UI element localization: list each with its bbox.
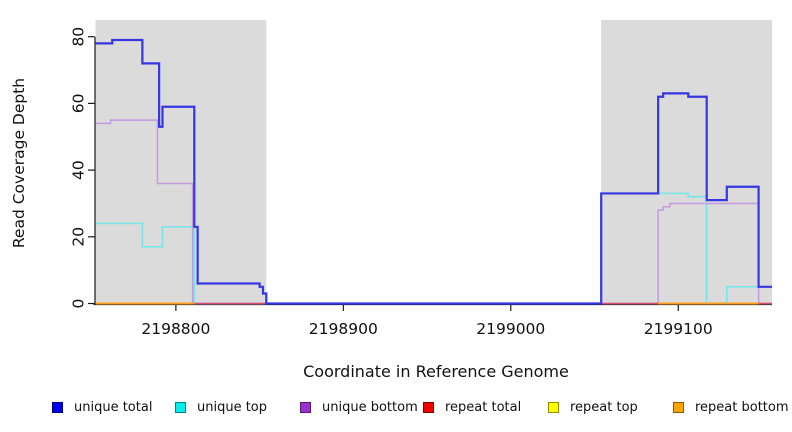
legend-swatch-icon xyxy=(548,401,559,413)
legend-item-repeat-total: repeat total xyxy=(423,397,521,417)
y-axis-title-text: Read Coverage Depth xyxy=(10,77,28,249)
legend-swatch-icon xyxy=(175,401,186,413)
y-tick-label: 20 xyxy=(70,227,88,247)
line-unique-total xyxy=(95,38,772,305)
x-axis-title-text: Coordinate in Reference Genome xyxy=(303,362,569,381)
legend-label: repeat bottom xyxy=(695,399,789,415)
legend-label: repeat top xyxy=(570,399,638,415)
legend-item-unique-top: unique top xyxy=(175,397,267,417)
legend-label: unique top xyxy=(197,399,268,415)
x-tick-label: 2199000 xyxy=(476,320,545,338)
legend-label: unique bottom xyxy=(322,399,418,415)
legend-swatch-icon xyxy=(673,401,684,413)
legend-swatch-icon xyxy=(52,401,63,413)
legend-label: unique total xyxy=(74,399,153,415)
legend-item-unique-bottom: unique bottom xyxy=(300,397,418,417)
x-tick-label: 2198800 xyxy=(141,320,210,338)
legend: unique total unique top unique bottom repea… xyxy=(0,397,792,421)
x-axis-title: Coordinate in Reference Genome xyxy=(0,362,792,381)
legend-item-unique-total: unique total xyxy=(52,397,152,417)
line-unique-bottom xyxy=(95,119,772,305)
x-tick-label: 2198900 xyxy=(309,320,378,338)
shaded-region xyxy=(95,20,267,305)
y-tick-label: 60 xyxy=(70,94,88,114)
legend-swatch-icon xyxy=(300,401,311,413)
y-tick-label: 0 xyxy=(70,299,88,309)
y-tick-label: 40 xyxy=(70,160,88,180)
legend-swatch-icon xyxy=(423,401,434,413)
y-tick-label: 80 xyxy=(70,27,88,47)
x-tick-label: 2199100 xyxy=(644,320,713,338)
legend-item-repeat-bottom: repeat bottom xyxy=(673,397,789,417)
legend-label: repeat total xyxy=(445,399,522,415)
shaded-region xyxy=(601,20,772,305)
legend-item-repeat-top: repeat top xyxy=(548,397,638,417)
